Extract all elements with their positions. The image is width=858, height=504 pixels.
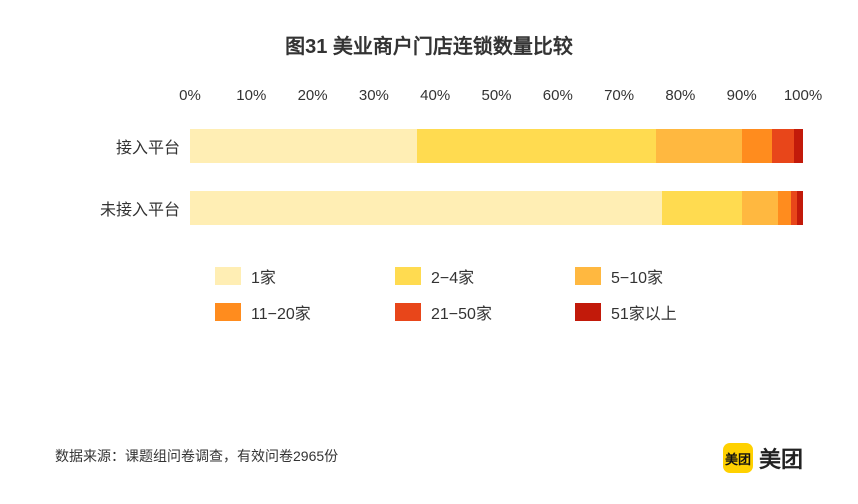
bar-segment xyxy=(190,191,662,225)
x-tick: 100% xyxy=(784,87,822,104)
legend-label: 1家 xyxy=(251,264,276,288)
x-tick: 90% xyxy=(727,87,757,104)
legend-label: 51家以上 xyxy=(611,300,677,324)
legend-item: 5−10家 xyxy=(575,264,755,288)
legend-swatch xyxy=(575,267,601,285)
legend-item: 2−4家 xyxy=(395,264,575,288)
legend: 1家 2−4家 5−10家 11−20家 21−50家 51家以上 xyxy=(215,264,775,324)
data-source: 数据来源：课题组问卷调查，有效问卷2965份 xyxy=(55,446,338,466)
stacked-bar xyxy=(190,129,803,163)
legend-swatch xyxy=(215,303,241,321)
legend-item: 51家以上 xyxy=(575,300,755,324)
legend-item: 11−20家 xyxy=(215,300,395,324)
bar-row xyxy=(190,115,803,177)
legend-swatch xyxy=(215,267,241,285)
bar-segment xyxy=(417,129,656,163)
x-tick: 0% xyxy=(179,87,201,104)
chart-title: 图31 美业商户门店连锁数量比较 xyxy=(55,30,803,59)
legend-item: 21−50家 xyxy=(395,300,575,324)
bar-segment xyxy=(656,129,742,163)
bar-segment xyxy=(742,129,773,163)
bars-area xyxy=(190,115,803,239)
x-tick: 80% xyxy=(665,87,695,104)
bar-segment xyxy=(778,191,790,225)
y-axis-label: 接入平台 xyxy=(95,115,190,177)
y-axis-labels: 接入平台未接入平台 xyxy=(95,87,190,239)
bar-segment xyxy=(190,129,417,163)
x-tick: 70% xyxy=(604,87,634,104)
bar-segment xyxy=(794,129,803,163)
legend-item: 1家 xyxy=(215,264,395,288)
x-tick: 20% xyxy=(298,87,328,104)
bar-segment xyxy=(662,191,742,225)
plot-area: 0%10%20%30%40%50%60%70%80%90%100% xyxy=(190,87,803,239)
x-tick: 40% xyxy=(420,87,450,104)
legend-swatch xyxy=(395,303,421,321)
bar-segment xyxy=(772,129,793,163)
legend-swatch xyxy=(575,303,601,321)
bar-segment xyxy=(797,191,803,225)
y-axis-label: 未接入平台 xyxy=(95,177,190,239)
legend-swatch xyxy=(395,267,421,285)
x-tick: 50% xyxy=(481,87,511,104)
meituan-logo: 美团 美团 xyxy=(723,442,803,474)
x-tick: 30% xyxy=(359,87,389,104)
x-tick: 10% xyxy=(236,87,266,104)
chart: 接入平台未接入平台 0%10%20%30%40%50%60%70%80%90%1… xyxy=(95,87,803,239)
x-axis: 0%10%20%30%40%50%60%70%80%90%100% xyxy=(190,87,803,115)
legend-label: 5−10家 xyxy=(611,264,663,288)
legend-label: 2−4家 xyxy=(431,264,474,288)
x-tick: 60% xyxy=(543,87,573,104)
meituan-logo-badge: 美团 xyxy=(723,443,753,473)
legend-label: 11−20家 xyxy=(251,300,311,324)
meituan-logo-text: 美团 xyxy=(759,442,803,474)
legend-label: 21−50家 xyxy=(431,300,492,324)
bar-segment xyxy=(742,191,779,225)
bar-row xyxy=(190,177,803,239)
stacked-bar xyxy=(190,191,803,225)
